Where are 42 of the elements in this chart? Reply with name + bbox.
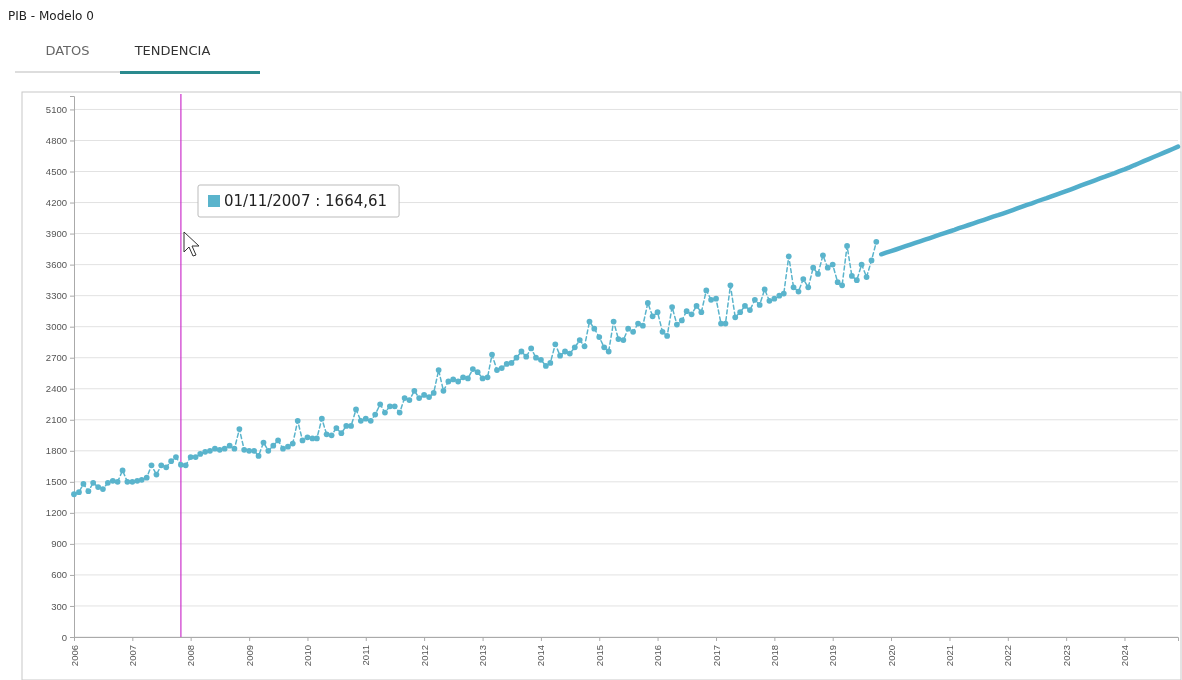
y-tick-label: 3900 xyxy=(45,228,67,240)
y-tick-label: 2100 xyxy=(45,414,67,426)
y-tick-label: 4500 xyxy=(45,166,67,178)
x-tick-label: 2018 xyxy=(768,645,780,667)
y-tick-label: 2400 xyxy=(45,383,67,395)
chart-title: PIB - Modelo 0 xyxy=(8,9,94,23)
y-tick-label: 4200 xyxy=(45,197,67,209)
x-tick-label: 2014 xyxy=(535,645,547,667)
x-tick-label: 2022 xyxy=(1002,645,1014,667)
y-tick-label: 1800 xyxy=(45,445,67,457)
x-tick-label: 2017 xyxy=(710,645,722,667)
x-tick-label: 2008 xyxy=(185,645,197,667)
x-tick-label: 2016 xyxy=(652,645,664,667)
y-tick-label: 3300 xyxy=(45,290,67,302)
x-tick-label: 2015 xyxy=(593,645,605,667)
y-tick-label: 5100 xyxy=(45,103,67,115)
text: TENDENCIA xyxy=(133,43,211,58)
x-tick-label: 2012 xyxy=(418,645,430,667)
x-tick-label: 2009 xyxy=(243,645,255,667)
y-tick-label: 600 xyxy=(51,569,67,581)
x-tick-label: 2021 xyxy=(944,645,955,667)
y-tick-label: 1500 xyxy=(45,476,67,488)
x-tick-label: 2007 xyxy=(126,645,138,667)
y-tick-label: 1200 xyxy=(45,507,67,519)
x-tick-label: 2024 xyxy=(1118,645,1130,667)
line-series xyxy=(879,144,1181,257)
x-tick-label: 2011 xyxy=(360,645,372,666)
y-tick-label: 3600 xyxy=(45,259,67,271)
y-tick-label: 4800 xyxy=(45,135,67,147)
text: DATOS xyxy=(45,43,90,58)
y-tick-label: 3000 xyxy=(45,321,67,333)
annotation: 01/11/2007 : 1664,61 xyxy=(224,192,388,210)
y-tick-label: 0 xyxy=(61,631,67,643)
x-tick-label: 2006 xyxy=(68,645,80,667)
x-tick-label: 2010 xyxy=(301,645,313,667)
x-tick-label: 2019 xyxy=(827,645,839,667)
y-tick-label: 900 xyxy=(51,538,67,550)
x-tick-label: 2020 xyxy=(885,645,897,667)
x-tick-label: 2023 xyxy=(1060,645,1072,667)
y-tick-label: 2700 xyxy=(45,352,67,364)
x-tick-label: 2013 xyxy=(477,645,489,667)
y-tick-label: 300 xyxy=(51,600,67,612)
